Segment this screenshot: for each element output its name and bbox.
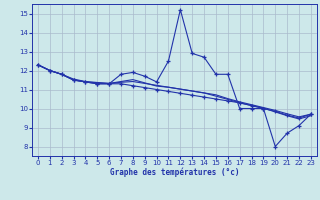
X-axis label: Graphe des températures (°c): Graphe des températures (°c)	[110, 168, 239, 177]
